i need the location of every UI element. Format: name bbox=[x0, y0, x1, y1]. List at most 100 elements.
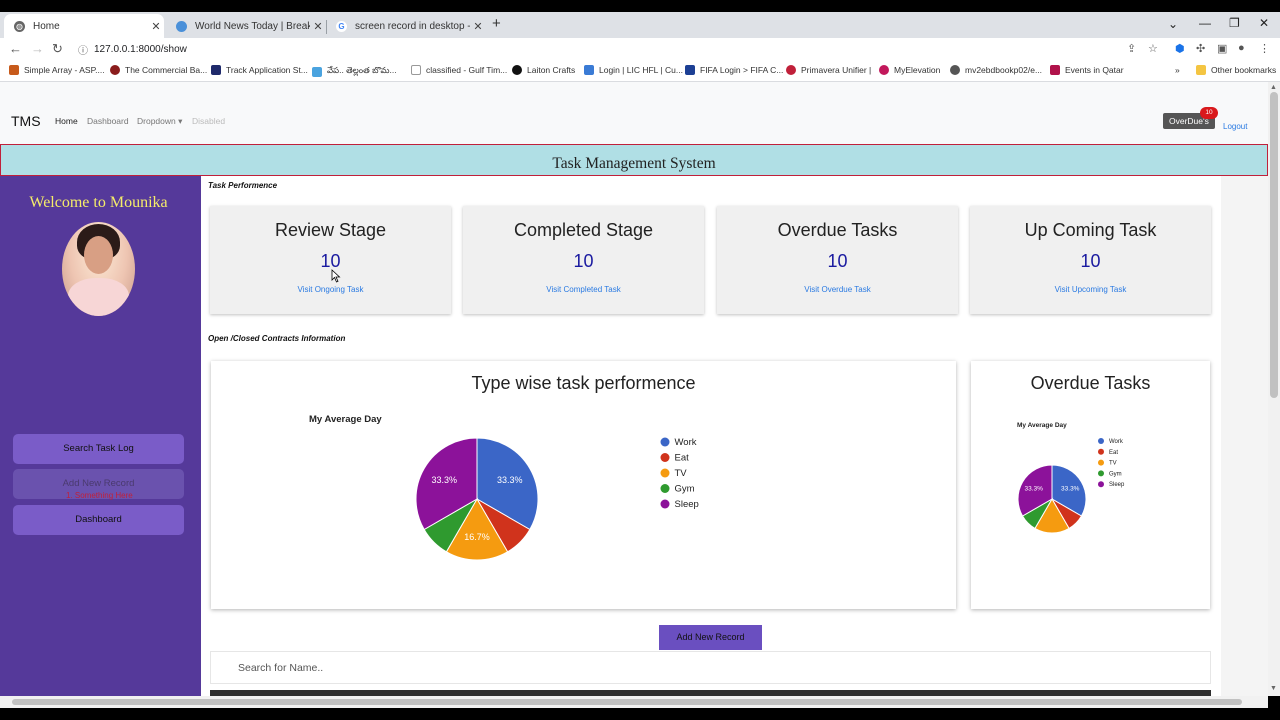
share-icon[interactable]: ⇪ bbox=[1127, 43, 1137, 55]
table-header-bar bbox=[210, 690, 1211, 696]
legend-label: Work bbox=[1109, 439, 1124, 445]
other-bookmarks-folder[interactable]: Other bookmarks bbox=[1196, 65, 1276, 75]
menu-kebab-icon[interactable]: ⋮ bbox=[1259, 43, 1270, 55]
new-tab-button[interactable]: + bbox=[492, 15, 501, 32]
bookmark-item[interactable]: Laiton Crafts bbox=[512, 65, 575, 75]
logout-link[interactable]: Logout bbox=[1223, 122, 1248, 131]
add-new-record-button[interactable]: Add New Record bbox=[659, 625, 762, 650]
slice-label: 33.3% bbox=[1025, 486, 1044, 493]
forward-arrow-icon[interactable]: → bbox=[31, 41, 44, 56]
more-bookmarks-chevron[interactable]: » bbox=[1175, 65, 1180, 75]
tab-title: World News Today | Breaking Ne bbox=[195, 20, 310, 32]
vertical-scrollbar[interactable]: ▲ ▼ bbox=[1268, 82, 1280, 696]
bookmark-label: MyElevation bbox=[894, 65, 941, 75]
legend-label: Eat bbox=[675, 453, 690, 464]
bookmark-item[interactable]: MyElevation bbox=[879, 65, 940, 75]
legend-swatch bbox=[1098, 459, 1104, 466]
legend-label: TV bbox=[675, 468, 688, 479]
card-link-overdue[interactable]: Visit Overdue Task bbox=[804, 285, 871, 294]
bookmarks-bar: Simple Array - ASP.... The Commercial Ba… bbox=[0, 60, 1280, 82]
close-icon[interactable]: ✕ bbox=[151, 20, 161, 33]
right-gutter bbox=[1221, 176, 1268, 696]
screen-bottom-edge bbox=[0, 708, 1280, 720]
scroll-down-arrow-icon[interactable]: ▼ bbox=[1270, 685, 1277, 692]
bookmark-item[interactable]: Login | LIC HFL | Cu... bbox=[584, 65, 683, 75]
bookmark-label: mv2ebdbookp02/e... bbox=[965, 65, 1043, 75]
bookmark-favicon-icon bbox=[110, 65, 120, 75]
bookmark-item[interactable]: mv2ebdbookp02/e... bbox=[950, 65, 1042, 75]
bookmark-item[interactable]: Events in Qatar bbox=[1050, 65, 1124, 75]
search-task-log-button[interactable]: Search Task Log bbox=[13, 434, 184, 464]
nav-dropdown[interactable]: Dropdown ▾ bbox=[137, 116, 183, 126]
card-overdue-tasks: Overdue Tasks 10 Visit Overdue Task bbox=[717, 206, 958, 314]
horizontal-scroll-thumb[interactable] bbox=[12, 699, 1242, 705]
browser-tab-world-news[interactable]: World News Today | Breaking Ne ✕ bbox=[166, 14, 326, 38]
site-info-icon[interactable]: ⓘ bbox=[78, 46, 88, 57]
bookmark-item[interactable]: వేప.. తెల్లంత బొమ... bbox=[312, 65, 397, 78]
slice-label: 33.3% bbox=[1061, 486, 1080, 493]
card-link-ongoing[interactable]: Visit Ongoing Task bbox=[297, 285, 364, 294]
bookmark-label: Simple Array - ASP.... bbox=[24, 65, 105, 75]
bookmark-favicon-icon bbox=[9, 65, 19, 75]
card-link-upcoming[interactable]: Visit Upcoming Task bbox=[1054, 285, 1127, 294]
card-title: Review Stage bbox=[274, 220, 387, 240]
bookmark-star-icon[interactable]: ☆ bbox=[1148, 43, 1158, 55]
bookmark-item[interactable]: Simple Array - ASP.... bbox=[9, 65, 105, 75]
extension-shield-icon[interactable]: ⬢ bbox=[1175, 43, 1185, 55]
bookmark-item[interactable]: Primavera Unifier | bbox=[786, 65, 871, 75]
dashboard-side-button[interactable]: Dashboard bbox=[13, 505, 184, 535]
reload-icon[interactable]: ↻ bbox=[52, 41, 63, 56]
legend-label: TV bbox=[1109, 461, 1117, 467]
bookmark-label: Login | LIC HFL | Cu... bbox=[599, 65, 683, 75]
browser-tab-home[interactable]: ◍ Home ✕ bbox=[4, 14, 164, 38]
restore-icon[interactable]: ❐ bbox=[1229, 16, 1240, 30]
bookmark-item[interactable]: Track Application St... bbox=[211, 65, 308, 75]
pie-chart-main: My Average Day 33.3% 16.7% 33.3% Work Eat TV Gy… bbox=[309, 414, 699, 561]
back-arrow-icon[interactable]: ← bbox=[9, 41, 22, 56]
legend-label: Gym bbox=[675, 484, 695, 495]
nav-link-dashboard[interactable]: Dashboard bbox=[87, 116, 129, 126]
card-title: Completed Stage bbox=[513, 220, 654, 240]
close-icon[interactable]: ✕ bbox=[473, 20, 483, 33]
extensions-puzzle-icon[interactable]: ✣ bbox=[1196, 43, 1206, 55]
tab-title: screen record in desktop - Goog bbox=[355, 20, 470, 32]
search-name-input[interactable] bbox=[211, 652, 1210, 683]
bookmark-label: classified - Gulf Tim... bbox=[426, 65, 508, 75]
window-close-icon[interactable]: ✕ bbox=[1259, 16, 1270, 30]
bookmark-item[interactable]: The Commercial Ba... bbox=[110, 65, 207, 75]
bookmark-item[interactable]: classified - Gulf Tim... bbox=[411, 65, 507, 75]
avatar bbox=[62, 222, 135, 316]
bookmark-label: Laiton Crafts bbox=[527, 65, 576, 75]
card-title: Up Coming Task bbox=[1024, 220, 1157, 240]
pie-slice-work bbox=[1051, 464, 1087, 517]
brand-logo[interactable]: TMS bbox=[11, 113, 41, 129]
bookmark-label: Events in Qatar bbox=[1065, 65, 1124, 75]
bookmark-item[interactable]: FIFA Login > FIFA C... bbox=[685, 65, 783, 75]
nav-link-home[interactable]: Home bbox=[55, 116, 78, 126]
address-bar[interactable]: ⓘ 127.0.0.1:8000/show bbox=[78, 42, 187, 57]
overdue-count-badge: 10 bbox=[1200, 107, 1218, 119]
bookmark-label: Track Application St... bbox=[226, 65, 308, 75]
scroll-up-arrow-icon[interactable]: ▲ bbox=[1270, 84, 1277, 91]
close-icon[interactable]: ✕ bbox=[313, 20, 323, 33]
minimize-icon[interactable]: — bbox=[1199, 16, 1211, 30]
profile-icon[interactable]: ● bbox=[1238, 42, 1245, 54]
horizontal-scrollbar[interactable] bbox=[0, 696, 1268, 708]
bookmark-favicon-icon bbox=[786, 65, 796, 75]
bookmark-label: FIFA Login > FIFA C... bbox=[700, 65, 784, 75]
card-value: 10 bbox=[320, 251, 341, 271]
pie-chart-small: My Average Day 33.3% 33.3% Work Eat TV Gym Slee… bbox=[1017, 422, 1125, 534]
tab-search-chevron-icon[interactable]: ⌄ bbox=[1168, 17, 1179, 31]
legend-swatch bbox=[1098, 438, 1104, 444]
sidebar: Welcome to Mounika Search Task Log Add N… bbox=[0, 176, 201, 696]
browser-tab-google-search[interactable]: G screen record in desktop - Goog ✕ bbox=[326, 14, 486, 38]
slice-label: 33.3% bbox=[497, 475, 523, 485]
side-panel-icon[interactable]: ▣ bbox=[1217, 43, 1228, 55]
bookmark-favicon-icon bbox=[512, 65, 522, 75]
card-link-completed[interactable]: Visit Completed Task bbox=[546, 285, 621, 294]
panel-title: Type wise task performence bbox=[471, 373, 696, 393]
pie-slice-sleep bbox=[415, 437, 478, 531]
add-new-record-side-button[interactable]: Add New Record bbox=[13, 469, 184, 499]
vertical-scroll-thumb[interactable] bbox=[1270, 92, 1278, 398]
legend-label: Eat bbox=[1109, 450, 1118, 456]
